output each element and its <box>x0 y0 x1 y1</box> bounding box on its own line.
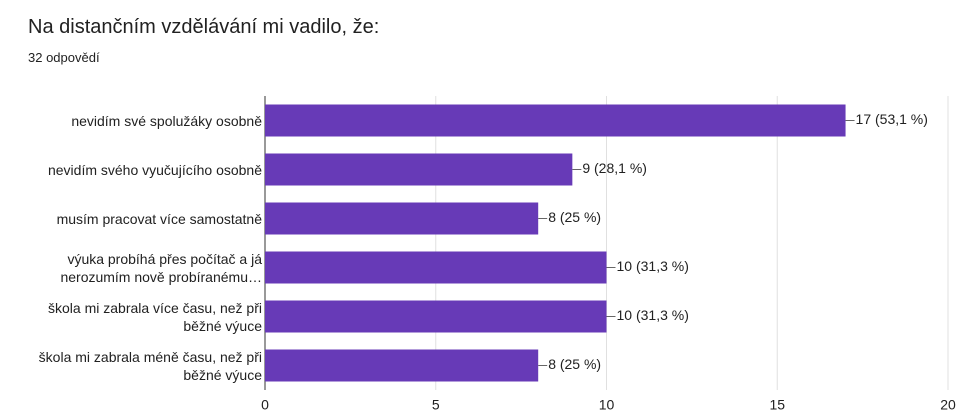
bar <box>265 153 573 186</box>
x-tick-label: 10 <box>599 397 615 413</box>
x-tick-label: 15 <box>769 397 785 413</box>
value-label: 9 (28,1 %) <box>582 160 647 176</box>
y-tick-label: škola mi zabrala méně času, než při běžn… <box>38 348 262 383</box>
bar <box>265 251 607 284</box>
bar <box>265 104 846 137</box>
bar <box>265 202 539 235</box>
x-tick-label: 0 <box>261 397 269 413</box>
value-label: 8 (25 %) <box>548 356 601 372</box>
chart-title: Na distančním vzdělávání mi vadilo, že: <box>28 16 380 38</box>
y-tick-label: musím pracovat více samostatně <box>56 210 262 227</box>
bar <box>265 349 539 382</box>
value-label: 10 (31,3 %) <box>617 307 689 323</box>
bar <box>265 300 607 333</box>
value-label: 17 (53,1 %) <box>856 111 928 127</box>
y-tick-label: výuka probíhá přes počítač a já nerozumí… <box>60 250 262 285</box>
value-label: 8 (25 %) <box>548 209 601 225</box>
y-tick-label: škola mi zabrala více času, než při běžn… <box>48 299 262 334</box>
value-label: 10 (31,3 %) <box>617 258 689 274</box>
x-tick-label: 20 <box>940 397 956 413</box>
chart-subtitle: 32 odpovědí <box>28 50 100 65</box>
y-tick-label: nevidím své spolužáky osobně <box>71 112 262 129</box>
x-tick-label: 5 <box>432 397 440 413</box>
y-tick-label: nevidím svého vyučujícího osobně <box>47 161 262 178</box>
